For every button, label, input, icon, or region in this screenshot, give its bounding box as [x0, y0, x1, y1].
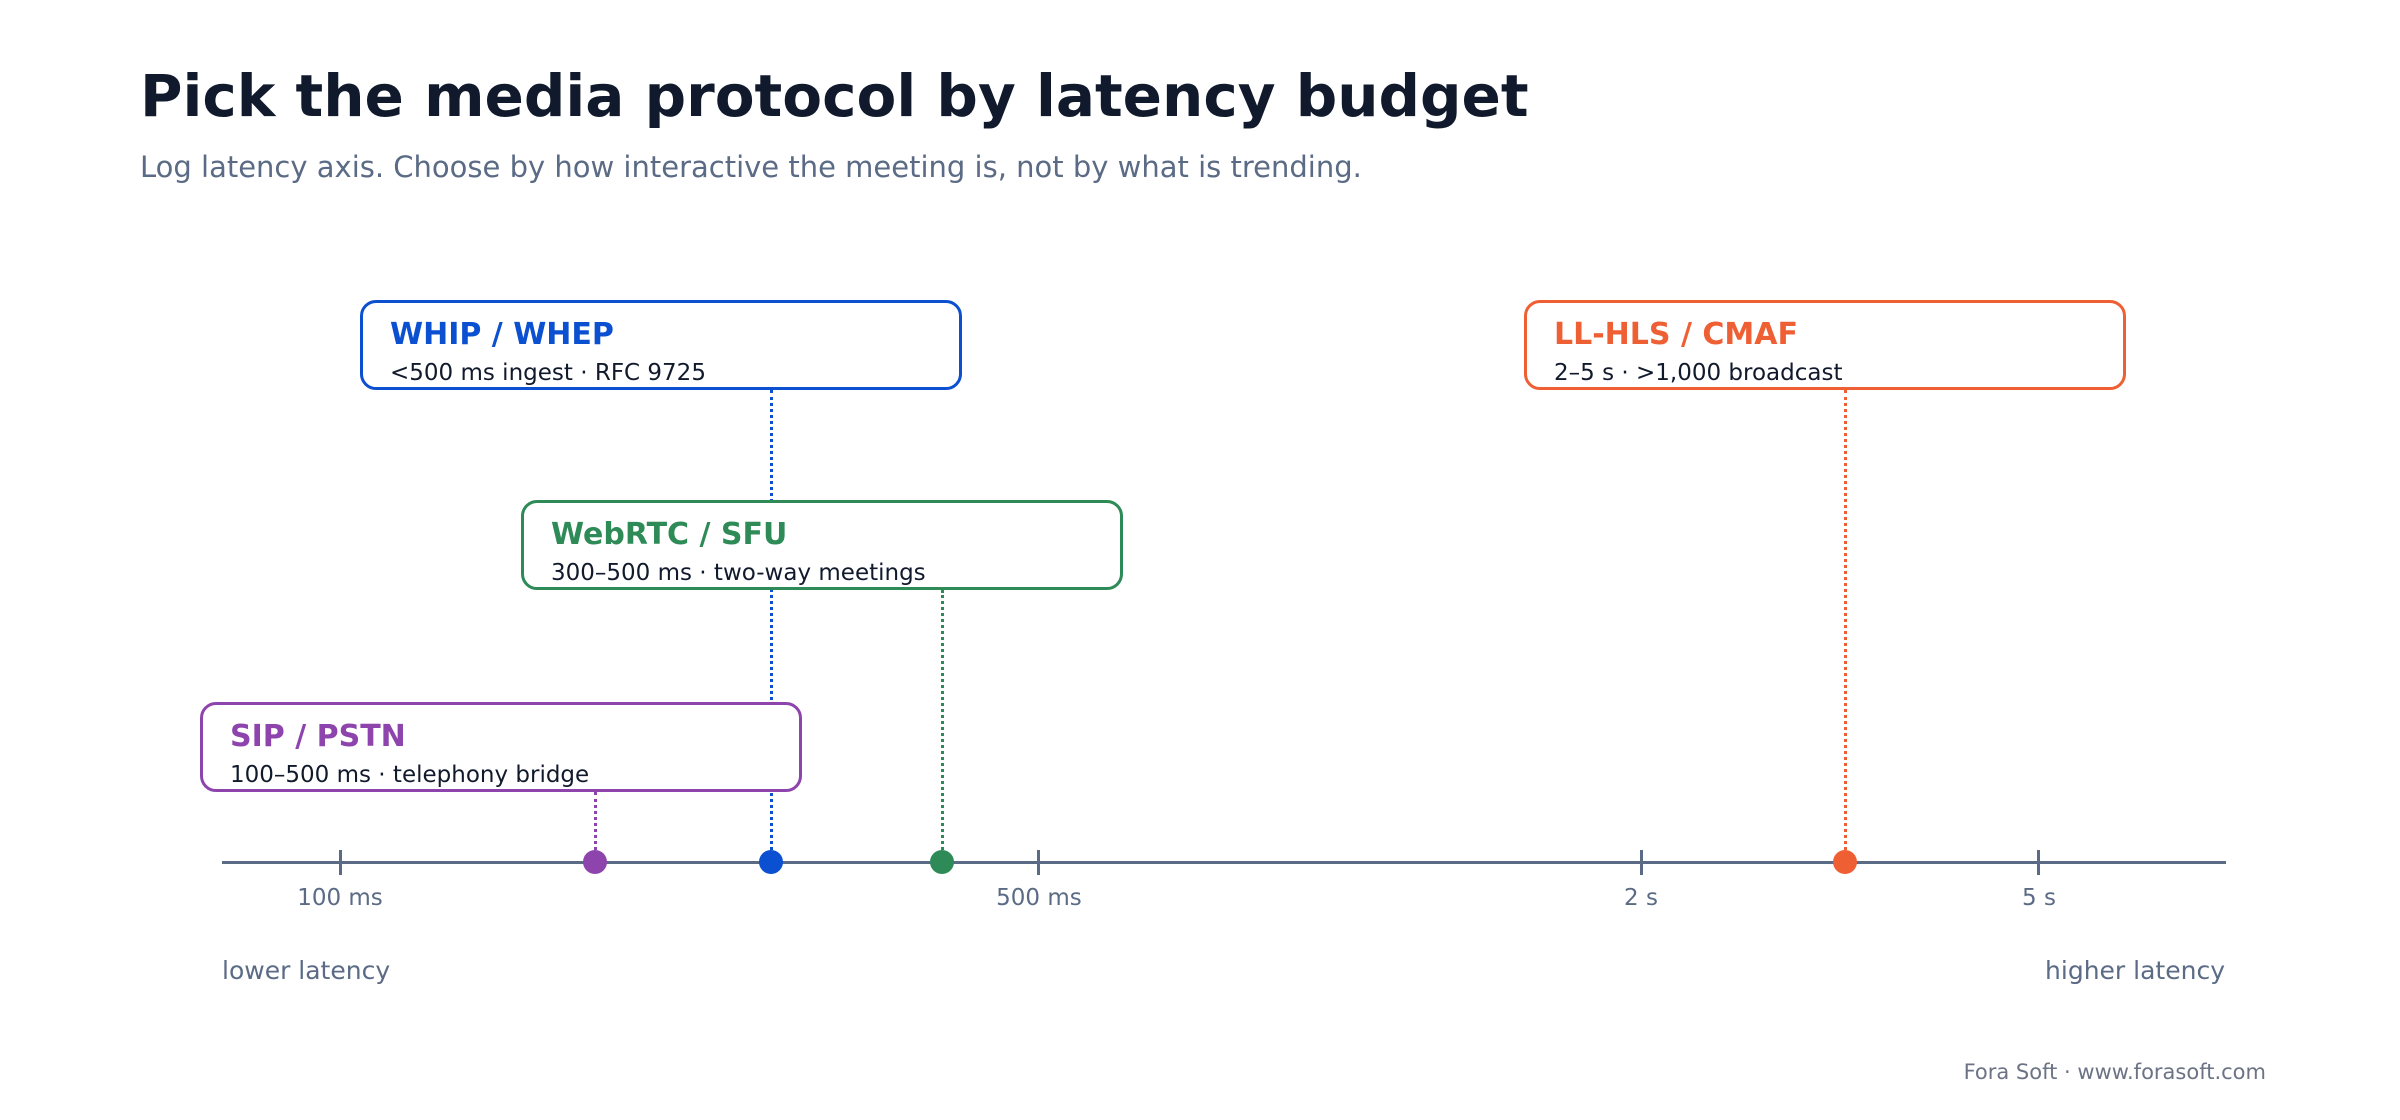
axis-tick — [338, 850, 342, 875]
lower-latency-label: lower latency — [222, 956, 391, 985]
llhls-protocol-card: LL-HLS / CMAF 2–5 s · >1,000 broadcast — [1524, 300, 2126, 390]
axis-tick-label: 100 ms — [297, 885, 383, 911]
page-title: Pick the media protocol by latency budge… — [140, 62, 1529, 130]
webrtc-latency-marker — [930, 850, 955, 874]
webrtc-protocol-detail: 300–500 ms · two-way meetings — [551, 560, 926, 586]
sip-protocol-detail: 100–500 ms · telephony bridge — [230, 762, 590, 788]
whip-protocol-detail: <500 ms ingest · RFC 9725 — [390, 360, 706, 386]
llhls-latency-marker — [1833, 850, 1858, 874]
webrtc-protocol-card: WebRTC / SFU 300–500 ms · two-way meeting… — [521, 500, 1123, 590]
sip-protocol-name: SIP / PSTN — [230, 719, 406, 754]
whip-protocol-card: WHIP / WHEP <500 ms ingest · RFC 9725 — [360, 300, 962, 390]
footer-credit: Fora Soft · www.forasoft.com — [1963, 1060, 2266, 1084]
whip-latency-marker — [759, 850, 784, 874]
axis-tick-label: 500 ms — [996, 885, 1082, 911]
webrtc-protocol-name: WebRTC / SFU — [551, 517, 788, 552]
page-subtitle: Log latency axis. Choose by how interact… — [140, 150, 1362, 184]
axis-tick — [1639, 850, 1643, 875]
whip-connector-line — [769, 390, 773, 862]
llhls-protocol-detail: 2–5 s · >1,000 broadcast — [1554, 360, 1843, 386]
webrtc-connector-line — [940, 590, 944, 862]
higher-latency-label: higher latency — [2045, 956, 2225, 985]
axis-tick — [1037, 850, 1041, 875]
latency-axis-line — [222, 861, 2226, 864]
axis-tick-label: 2 s — [1624, 885, 1658, 911]
llhls-protocol-name: LL-HLS / CMAF — [1554, 317, 1798, 352]
axis-tick-label: 5 s — [2022, 885, 2056, 911]
sip-protocol-card: SIP / PSTN 100–500 ms · telephony bridge — [200, 702, 802, 792]
sip-connector-line — [593, 792, 597, 862]
axis-tick — [2037, 850, 2041, 875]
whip-protocol-name: WHIP / WHEP — [390, 317, 614, 352]
llhls-connector-line — [1843, 390, 1847, 862]
sip-latency-marker — [583, 850, 608, 874]
